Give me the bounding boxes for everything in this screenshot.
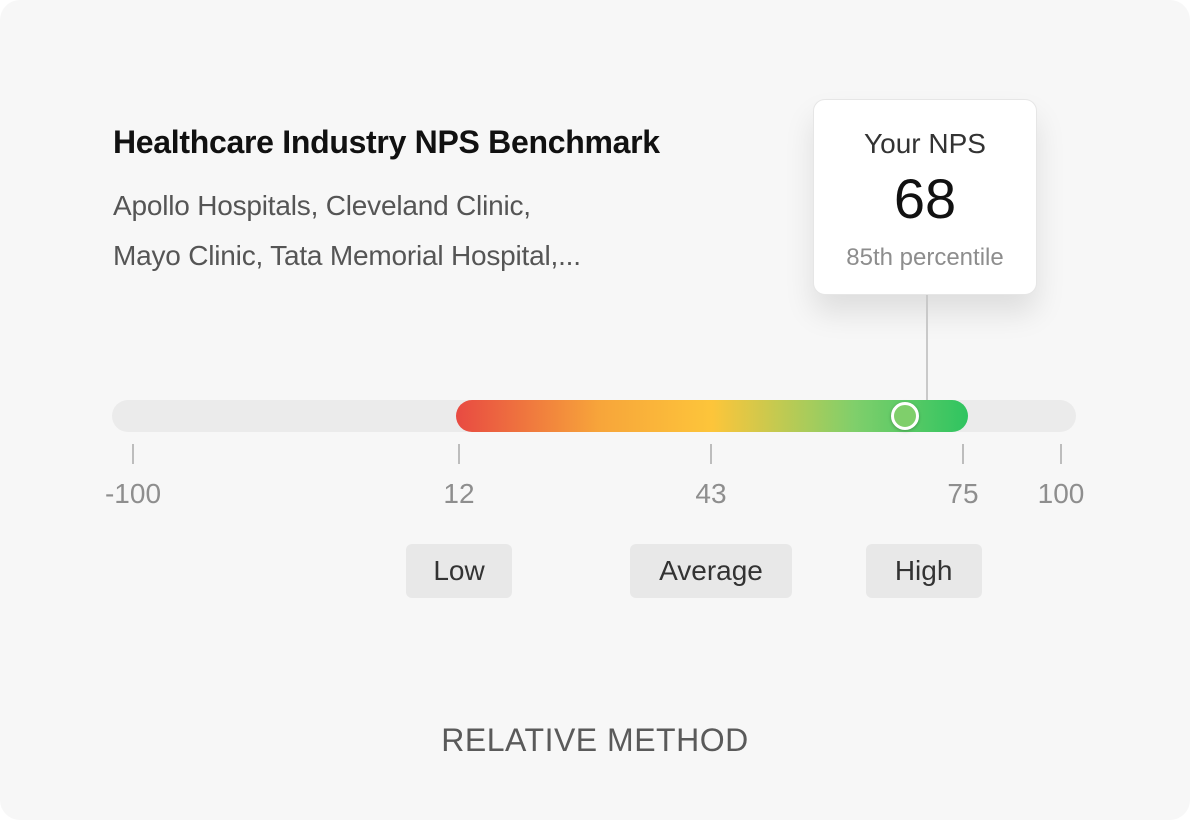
- benchmark-companies-line-2: Mayo Clinic, Tata Memorial Hospital,...: [113, 240, 581, 271]
- your-nps-card: Your NPS 68 85th percentile: [813, 99, 1037, 295]
- scale-tick-label: 75: [947, 478, 979, 509]
- method-caption: RELATIVE METHOD: [441, 722, 749, 758]
- zone-badge-low: Low: [406, 544, 512, 598]
- scale-tick-label: -100: [104, 478, 162, 509]
- zone-badge-average: Average: [630, 544, 792, 598]
- scale-tick: [710, 444, 712, 464]
- scale-tick: [132, 444, 134, 464]
- nps-connector-line: [926, 295, 928, 405]
- scale-tick: [1060, 444, 1062, 464]
- scale-tick-label: 100: [1037, 478, 1085, 509]
- benchmark-companies-line-1: Apollo Hospitals, Cleveland Clinic,: [113, 190, 531, 221]
- scale-tick-label: 43: [695, 478, 727, 509]
- your-nps-value: 68: [893, 167, 957, 230]
- zone-badge-high: High: [865, 544, 982, 598]
- your-nps-marker[interactable]: [890, 402, 919, 430]
- your-nps-percentile: 85th percentile: [846, 244, 1004, 271]
- benchmark-range-bar: [456, 400, 968, 432]
- your-nps-label: Your NPS: [864, 128, 986, 159]
- benchmark-title: Healthcare Industry NPS Benchmark: [113, 124, 660, 160]
- scale-tick-label: 12: [443, 478, 475, 509]
- scale-tick: [458, 444, 460, 464]
- scale-tick: [962, 444, 964, 464]
